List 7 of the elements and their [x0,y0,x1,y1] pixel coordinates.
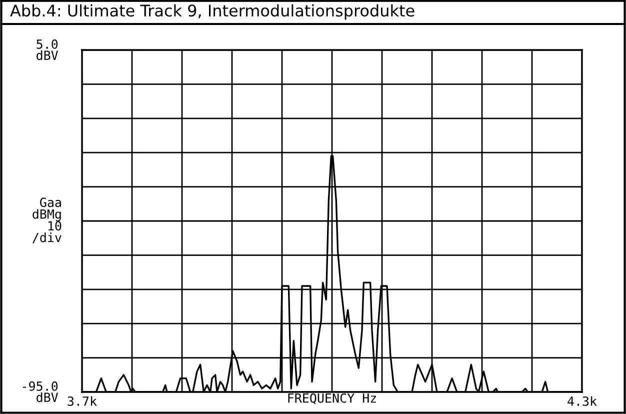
y-axis-title: Gaa dBMg 10 /div [32,198,62,244]
chart-title: Abb.4: Ultimate Track 9, Intermodulationsprodukte [10,4,414,20]
x-axis-title: FREQUENCY Hz [288,393,376,404]
y-tick-label: -95.0 dBV [22,381,58,402]
x-tick-label: 4.3k [568,396,597,406]
x-tick-label: 3.7k [68,396,97,406]
y-tick-label: 5.0 dBV [36,39,58,60]
